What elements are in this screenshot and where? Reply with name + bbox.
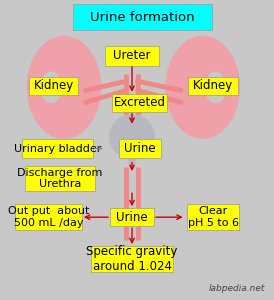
- Text: Urine formation: Urine formation: [90, 11, 195, 24]
- FancyBboxPatch shape: [73, 4, 212, 30]
- Text: Out put  about
500 mL /day: Out put about 500 mL /day: [8, 206, 89, 228]
- FancyBboxPatch shape: [25, 166, 95, 191]
- Text: Urinary bladder: Urinary bladder: [14, 143, 101, 154]
- FancyBboxPatch shape: [105, 46, 159, 66]
- FancyBboxPatch shape: [188, 76, 238, 95]
- FancyBboxPatch shape: [187, 205, 239, 230]
- FancyBboxPatch shape: [29, 76, 78, 95]
- FancyBboxPatch shape: [112, 94, 167, 112]
- Text: Urine: Urine: [116, 211, 148, 224]
- Ellipse shape: [166, 37, 239, 138]
- Text: Ureter: Ureter: [113, 50, 151, 62]
- Ellipse shape: [27, 37, 101, 138]
- Text: Clear
pH 5 to 6: Clear pH 5 to 6: [188, 206, 239, 228]
- Text: Kidney: Kidney: [33, 79, 74, 92]
- Text: Urine: Urine: [124, 142, 156, 155]
- FancyBboxPatch shape: [92, 246, 173, 272]
- Ellipse shape: [206, 72, 226, 103]
- FancyBboxPatch shape: [110, 208, 154, 226]
- FancyBboxPatch shape: [119, 139, 161, 158]
- Polygon shape: [125, 155, 139, 170]
- Polygon shape: [110, 115, 154, 158]
- Text: Excreted: Excreted: [114, 96, 166, 109]
- FancyBboxPatch shape: [22, 139, 93, 158]
- FancyBboxPatch shape: [15, 205, 82, 230]
- Text: labpedia.net: labpedia.net: [209, 284, 266, 293]
- Ellipse shape: [41, 72, 61, 103]
- Text: Kidney: Kidney: [193, 79, 233, 92]
- Text: Specific gravity
around 1.024: Specific gravity around 1.024: [86, 245, 178, 273]
- Text: Discharge from
Urethra: Discharge from Urethra: [17, 168, 103, 189]
